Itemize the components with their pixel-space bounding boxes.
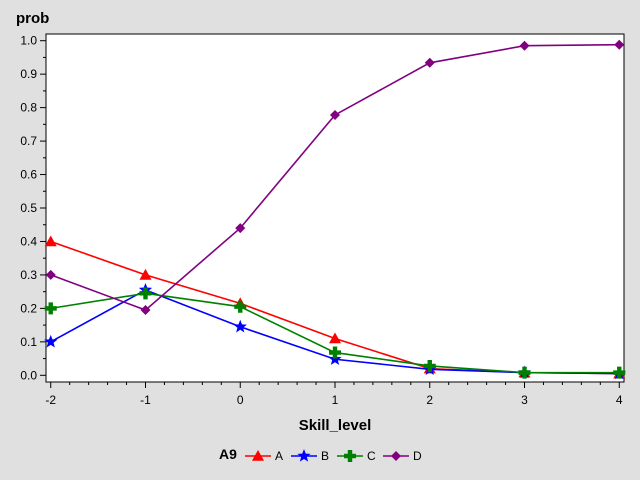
data-point <box>234 300 247 313</box>
y-tick-label: 0.7 <box>20 134 37 148</box>
y-tick-label: 0.5 <box>20 201 37 215</box>
legend: A9 A B C D <box>219 446 422 463</box>
legend-label: C <box>367 449 376 463</box>
series-layer <box>44 39 626 380</box>
data-point <box>614 39 625 50</box>
y-tick-label: 0.1 <box>20 335 37 349</box>
y-tick-label: 0.8 <box>20 101 37 115</box>
data-point <box>44 302 57 315</box>
data-point <box>518 366 531 379</box>
data-point <box>328 352 342 365</box>
data-point <box>235 223 246 234</box>
x-tick-label: 2 <box>426 393 433 407</box>
x-axis-title: Skill_level <box>299 417 372 434</box>
data-point <box>329 332 341 344</box>
legend-label: B <box>321 449 329 463</box>
y-tick-label: 0.4 <box>20 234 37 248</box>
axes: 0.0 0.1 0.2 0.3 0.4 0.5 0.6 0.7 0.8 0.9 1.0 -2 -1 0 1 2… <box>20 34 623 407</box>
plot-area <box>45 33 625 383</box>
series-C <box>44 287 626 379</box>
data-point <box>329 346 341 359</box>
data-point <box>330 109 340 120</box>
y-axis-title: prob <box>16 10 49 27</box>
y-tick-label: 1.0 <box>20 34 37 48</box>
x-tick-label: 4 <box>616 393 623 407</box>
legend-marker <box>391 451 401 461</box>
data-point <box>139 268 152 280</box>
data-point <box>44 235 57 247</box>
data-point <box>519 40 530 51</box>
y-tick-label: 0.6 <box>20 168 37 182</box>
y-tick-label: 0.2 <box>20 301 37 315</box>
legend-label: A <box>275 449 283 463</box>
x-tick-label: 0 <box>237 393 244 407</box>
data-point <box>613 366 626 379</box>
legend-item-B: B <box>291 449 329 463</box>
legend-title: A9 <box>219 446 237 462</box>
y-tick-label: 0.9 <box>20 67 37 81</box>
data-point <box>140 305 151 316</box>
legend-item-D: D <box>383 449 422 463</box>
data-point <box>139 287 152 300</box>
data-point <box>423 359 436 372</box>
y-tick-label: 0.3 <box>20 268 37 282</box>
series-D <box>45 39 625 316</box>
x-tick-label: -2 <box>45 393 56 407</box>
data-point <box>44 334 58 348</box>
legend-marker <box>344 450 356 462</box>
x-tick-label: 1 <box>332 393 339 407</box>
legend-marker <box>252 450 264 461</box>
legend-item-A: A <box>245 449 283 463</box>
data-point <box>45 269 56 280</box>
legend-item-C: C <box>337 449 376 463</box>
data-point <box>233 319 247 333</box>
legend-marker <box>297 449 311 462</box>
legend-label: D <box>413 449 422 463</box>
x-tick-label: 3 <box>521 393 528 407</box>
y-tick-label: 0.0 <box>20 368 37 382</box>
data-point <box>424 57 435 68</box>
x-tick-label: -1 <box>140 393 151 407</box>
